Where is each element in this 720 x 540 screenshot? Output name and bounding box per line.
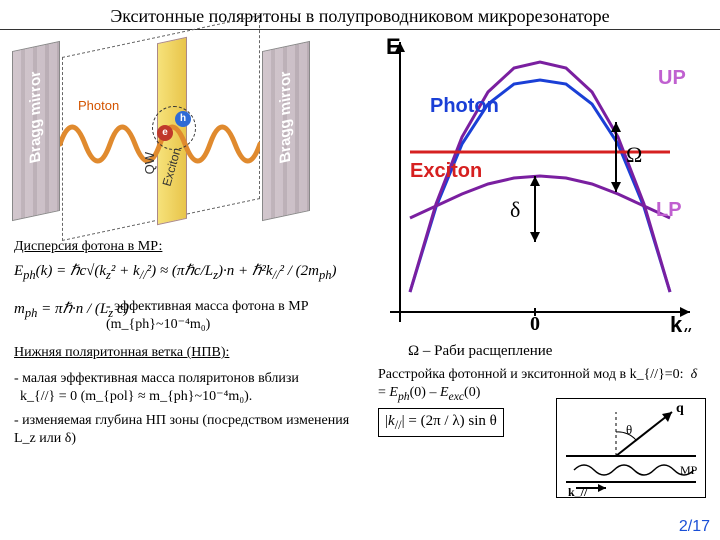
eff-mass-text: - эффективная масса фотона в МР (m_{ph}~…: [106, 298, 326, 334]
theta-label: θ: [626, 422, 632, 437]
mr-label: МР: [680, 463, 698, 477]
hole-ball: h: [175, 111, 191, 127]
lower-polariton-curve: [410, 176, 670, 218]
up-annot: UP: [658, 67, 686, 89]
page-number: 2/17: [679, 518, 710, 536]
mirror-label-right: Bragg mirror: [277, 69, 294, 164]
qw-label: QW: [142, 152, 157, 174]
bullet-2: - изменяемая глубина НП зоны (посредство…: [14, 412, 354, 448]
dispersion-chart: E k// 0 δ Ω Photon Exciton UP LP: [370, 32, 700, 332]
dispersion-heading: Дисперсия фотона в МР:: [14, 238, 162, 256]
lp-annot: LP: [656, 199, 682, 221]
bragg-mirror-left: Bragg mirror: [12, 41, 60, 221]
page-title: Экситонные поляритоны в полупроводниково…: [0, 0, 720, 30]
geometry-inset: θ q k_// МР: [556, 398, 706, 498]
mirror-label-left: Bragg mirror: [27, 69, 44, 164]
photon-label: Photon: [78, 98, 119, 113]
lower-branch-heading: Нижняя поляритонная ветка (НПВ):: [14, 344, 229, 362]
bragg-mirror-right: Bragg mirror: [262, 41, 310, 221]
axis-e-label: E: [386, 34, 401, 59]
bullet-1b: k_{//} = 0 (m_{pol} ≈ m_{ph}~10⁻⁴m₀).: [20, 388, 350, 406]
exciton-circle: h e: [152, 106, 196, 150]
photon-annot: Photon: [430, 95, 499, 117]
axis-k-label: k//: [670, 312, 692, 332]
eq-photon-dispersion: Eph(k) = ℏc√(kz² + k//²) ≈ (πℏc/Lz)·n + …: [14, 262, 337, 283]
omega-symbol: Ω: [626, 142, 642, 167]
bullet-1a: - малая эффективная масса поляритонов вб…: [14, 370, 344, 388]
electron-ball: e: [157, 125, 173, 141]
exciton-annot: Exciton: [410, 160, 482, 182]
microcavity-diagram: Bragg mirror Bragg mirror Photon h e Exc…: [12, 42, 322, 222]
q-label: q: [676, 401, 684, 416]
rabi-text: Ω – Раби расщепление: [408, 342, 552, 362]
delta-symbol: δ: [510, 197, 520, 222]
kpar-label: k_//: [568, 485, 588, 498]
k-parallel-eq: |k//| = (2π / λ) sin θ: [378, 408, 504, 437]
